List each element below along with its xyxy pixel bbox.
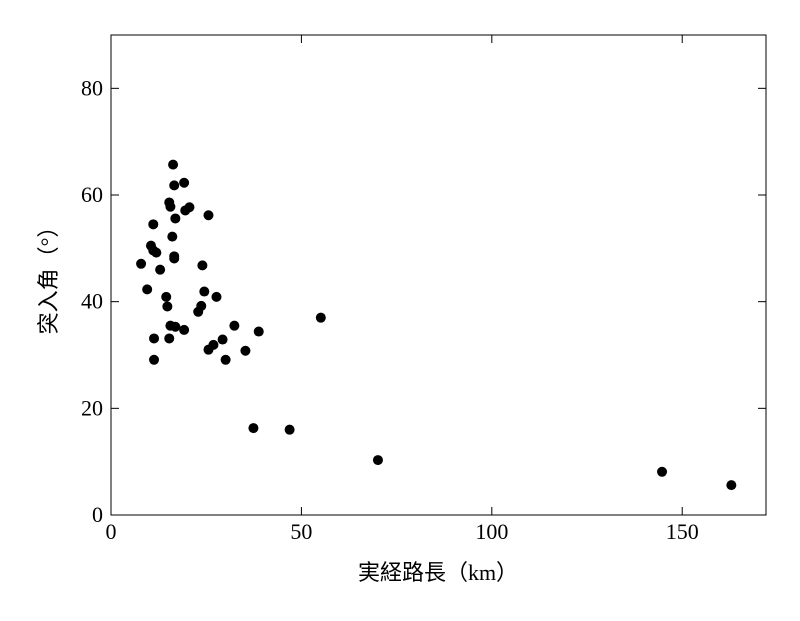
point: [169, 180, 180, 191]
point: [197, 260, 208, 271]
point: [149, 333, 160, 344]
point: [211, 291, 222, 302]
point: [284, 424, 295, 435]
point: [179, 177, 190, 188]
x-axis-label: 実経路長（km）: [358, 560, 518, 585]
point: [170, 213, 181, 224]
point: [170, 321, 181, 332]
point: [203, 210, 214, 221]
point: [240, 345, 251, 356]
point: [248, 423, 259, 434]
y-axis-label: 突入角（°）: [36, 216, 61, 335]
point: [199, 286, 210, 297]
point: [253, 326, 264, 337]
y-tick-label: 0: [92, 502, 103, 527]
point: [208, 339, 219, 350]
point: [136, 258, 147, 269]
point: [196, 300, 207, 311]
point: [167, 231, 178, 242]
y-tick-label: 40: [81, 289, 103, 314]
point: [148, 219, 159, 230]
point: [179, 324, 190, 335]
point: [184, 202, 195, 213]
y-tick-label: 20: [81, 395, 103, 420]
point: [726, 480, 737, 491]
point: [168, 159, 179, 170]
x-tick-label: 100: [475, 519, 508, 544]
point: [151, 247, 162, 258]
point: [149, 354, 160, 365]
plot-frame: [110, 34, 767, 516]
point: [165, 201, 176, 212]
point: [220, 354, 231, 365]
y-tick-label: 60: [81, 182, 103, 207]
point: [164, 333, 175, 344]
point: [161, 291, 172, 302]
x-tick-label: 50: [290, 519, 312, 544]
y-tick-label: 80: [81, 75, 103, 100]
point: [142, 284, 153, 295]
point: [315, 312, 326, 323]
point: [372, 455, 383, 466]
point: [229, 320, 240, 331]
point: [169, 253, 180, 264]
point: [162, 301, 173, 312]
point: [217, 334, 228, 345]
point: [657, 466, 668, 477]
x-tick-label: 150: [666, 519, 699, 544]
point: [155, 264, 166, 275]
x-tick-label: 0: [106, 519, 117, 544]
